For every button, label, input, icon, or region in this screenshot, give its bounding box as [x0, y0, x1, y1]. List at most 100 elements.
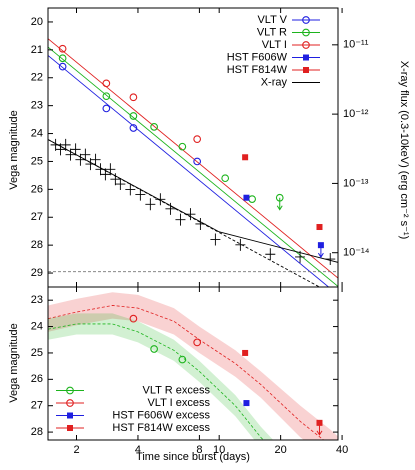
legend-label: VLT I excess — [147, 397, 210, 409]
y2-axis-label: X-ray flux (0.3-10keV) (erg cm⁻² s⁻¹) — [398, 61, 410, 239]
plot-frame — [47, 286, 339, 441]
data-point — [145, 198, 156, 211]
data-point — [58, 62, 67, 71]
y-axis-label: Vega magnitude — [8, 110, 20, 190]
plot-area — [48, 292, 338, 440]
x-tick-label: 20 — [275, 444, 287, 456]
legend-marker — [66, 386, 74, 395]
data-point — [129, 124, 138, 132]
legend-label: HST F606W — [227, 51, 288, 63]
data-point — [221, 174, 230, 183]
data-point — [325, 253, 336, 266]
legend-marker — [66, 399, 74, 407]
y-tick-label: 28 — [31, 426, 43, 438]
fit-line — [48, 38, 338, 279]
data-point — [195, 217, 206, 230]
y-tick-label: 23 — [31, 100, 43, 112]
x-tick-label: 8 — [196, 444, 202, 456]
data-point — [60, 138, 71, 151]
data-point — [316, 419, 323, 426]
y-tick-label: 20 — [31, 16, 43, 28]
data-point — [90, 153, 101, 166]
data-point — [242, 349, 249, 356]
x-tick-label: 40 — [336, 444, 348, 456]
y2-tick-label: 10⁻¹⁴ — [343, 247, 370, 259]
data-point — [105, 163, 116, 176]
band — [48, 313, 274, 440]
legend-label: VLT R — [257, 26, 287, 38]
y-tick-label: 23 — [31, 294, 43, 306]
data-point — [85, 158, 96, 171]
data-point — [175, 213, 186, 226]
legend-label: X-ray — [261, 76, 288, 88]
y-tick-label: 24 — [31, 320, 43, 332]
data-point — [95, 163, 106, 176]
y-tick-label: 26 — [31, 373, 43, 385]
data-point — [102, 104, 111, 113]
data-point — [55, 143, 66, 156]
y-tick-label: 27 — [31, 400, 43, 412]
data-point — [102, 79, 111, 88]
y-tick-label: 21 — [31, 44, 43, 56]
data-point — [265, 248, 276, 261]
data-point — [178, 355, 187, 364]
data-point — [185, 208, 196, 221]
y2-tick-label: 10⁻¹² — [343, 108, 369, 120]
data-point — [242, 154, 249, 161]
legend-marker — [302, 16, 310, 24]
data-point — [210, 233, 221, 246]
y-tick-label: 28 — [31, 239, 43, 251]
y-tick-label: 25 — [31, 347, 43, 359]
limit-arrow — [276, 197, 283, 211]
data-point — [129, 112, 138, 120]
data-point — [129, 93, 138, 102]
data-point — [150, 345, 158, 353]
y-axis-label: Vega magnitude — [8, 323, 20, 403]
y-tick-label: 26 — [31, 183, 43, 195]
data-point — [243, 194, 250, 201]
data-point — [100, 168, 111, 181]
y2-tick-label: 10⁻¹³ — [343, 177, 369, 189]
y2-tick-label: 10⁻¹¹ — [343, 39, 369, 51]
data-point — [243, 400, 250, 407]
data-point — [80, 148, 91, 161]
data-point — [65, 148, 76, 161]
data-point — [50, 138, 61, 151]
data-point — [58, 44, 67, 53]
band — [48, 292, 338, 440]
x-axis-label: Time since burst (days) — [136, 451, 250, 463]
data-point — [110, 173, 121, 186]
y-tick-label: 25 — [31, 155, 43, 167]
data-point — [317, 242, 324, 249]
plot-area — [48, 38, 338, 287]
legend-label: HST F814W — [227, 64, 288, 76]
legend-marker — [67, 425, 73, 431]
data-point — [178, 142, 187, 151]
y-tick-label: 27 — [31, 211, 43, 223]
legend-marker — [302, 28, 310, 37]
data-point — [235, 238, 246, 251]
x-tick-label: 4 — [135, 444, 141, 456]
legend-marker — [67, 412, 73, 419]
legend-label: VLT R excess — [143, 384, 211, 396]
data-point — [193, 135, 202, 143]
data-point — [129, 314, 138, 323]
x-tick-label: 10 — [213, 444, 225, 456]
data-point — [125, 183, 136, 196]
legend-marker — [303, 67, 309, 73]
legend-label: HST F814W excess — [112, 422, 210, 434]
legend-label: VLT V — [257, 14, 287, 26]
fit-line — [48, 139, 320, 287]
data-point — [135, 188, 146, 201]
y-tick-label: 29 — [31, 267, 43, 279]
data-point — [316, 224, 323, 231]
fit-line — [48, 46, 338, 287]
legend-label: VLT I — [262, 39, 287, 51]
data-point — [193, 157, 202, 166]
x-tick-label: 2 — [73, 444, 79, 456]
data-point — [75, 153, 86, 166]
data-point — [165, 202, 176, 215]
plot-frame — [47, 7, 339, 288]
band-center — [48, 323, 264, 440]
data-point — [102, 92, 111, 101]
